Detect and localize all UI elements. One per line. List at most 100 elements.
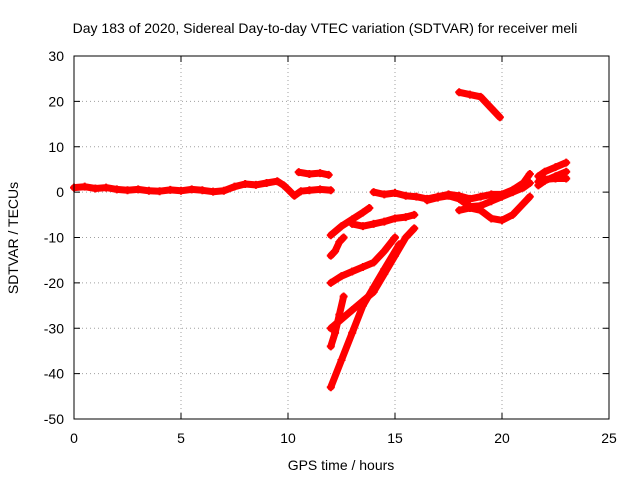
series-arc-late-3: [534, 174, 571, 186]
data-point: [316, 185, 325, 194]
series-arc-mid-afternoon: [423, 179, 534, 211]
data-point: [230, 182, 239, 191]
data-point: [498, 192, 506, 201]
series-layer: [70, 88, 571, 392]
data-point: [508, 188, 517, 197]
data-point: [498, 216, 506, 225]
data-point: [337, 356, 346, 365]
data-point: [187, 185, 196, 194]
data-point: [339, 233, 348, 242]
tick-layer: 0 5 10 15 20 25 -50 -40 -30 -20 -10 0 10 20 30: [44, 48, 617, 446]
y-tick-label: 10: [48, 139, 64, 155]
y-tick-label: -30: [44, 320, 64, 336]
data-point: [326, 251, 335, 260]
data-point: [391, 233, 399, 242]
data-point: [219, 186, 228, 195]
y-tick-label: -50: [44, 411, 64, 427]
series-arc-late-2: [534, 158, 571, 181]
data-point: [562, 174, 571, 183]
data-point: [337, 272, 346, 281]
chart-title: Day 183 of 2020, Sidereal Day-to-day VTE…: [73, 20, 578, 36]
data-point: [279, 181, 288, 190]
data-point: [348, 219, 357, 228]
data-point: [294, 168, 303, 177]
series-arc-above-11h: [294, 168, 333, 179]
data-point: [102, 183, 111, 192]
data-point: [487, 197, 496, 206]
data-point: [348, 306, 357, 315]
data-point: [369, 188, 378, 197]
data-point: [123, 186, 132, 195]
data-point: [465, 204, 474, 213]
data-point: [335, 310, 344, 319]
series-arc-drop-6: [326, 240, 404, 392]
data-point: [326, 342, 335, 351]
series-trace: [327, 293, 348, 350]
series-arc-high: [455, 88, 504, 122]
x-tick-label: 15: [387, 430, 403, 446]
data-point: [166, 185, 175, 194]
data-point: [423, 196, 432, 205]
data-point: [551, 163, 560, 172]
data-point: [455, 88, 464, 97]
data-point: [455, 206, 464, 215]
data-point: [324, 170, 333, 179]
series-trace: [327, 234, 348, 260]
data-point: [562, 158, 571, 167]
data-point: [433, 193, 442, 202]
data-point: [331, 247, 340, 256]
data-point: [380, 217, 389, 226]
y-tick-label: -20: [44, 275, 64, 291]
data-point: [487, 190, 496, 199]
y-tick-label: 20: [48, 93, 64, 109]
data-point: [326, 186, 335, 195]
data-point: [551, 174, 560, 183]
series-arc-late-dip: [455, 192, 534, 225]
data-point: [296, 187, 305, 196]
data-point: [410, 210, 419, 219]
series-arc-drop-2: [326, 233, 348, 260]
y-axis-label: SDTVAR / TECUs: [5, 182, 21, 294]
data-point: [525, 192, 534, 201]
data-point: [401, 191, 410, 200]
data-point: [305, 186, 314, 195]
series-arc-drop-3: [326, 233, 399, 287]
series-trace: [534, 159, 570, 180]
x-tick-label: 0: [70, 430, 78, 446]
data-point: [369, 219, 378, 228]
data-point: [316, 169, 325, 178]
data-point: [326, 383, 335, 392]
data-point: [198, 186, 207, 195]
data-point: [380, 190, 389, 199]
data-point: [465, 194, 474, 203]
y-tick-label: 0: [56, 184, 64, 200]
data-point: [91, 184, 100, 193]
data-point: [305, 169, 314, 178]
data-point: [508, 210, 517, 219]
y-tick-label: -40: [44, 366, 64, 382]
data-point: [410, 224, 419, 233]
data-point: [412, 192, 421, 201]
data-point: [251, 180, 260, 189]
data-point: [540, 175, 549, 184]
series-trace: [534, 175, 570, 186]
x-tick-label: 10: [280, 430, 296, 446]
data-point: [476, 92, 485, 101]
data-point: [444, 191, 453, 200]
data-point: [562, 167, 571, 176]
data-point: [525, 169, 534, 178]
data-point: [380, 265, 389, 274]
data-point: [290, 191, 299, 200]
data-point: [326, 278, 335, 287]
data-point: [380, 247, 389, 256]
data-point: [134, 185, 143, 194]
data-point: [331, 328, 340, 337]
series-trace: [295, 168, 333, 179]
data-point: [465, 90, 474, 99]
data-point: [144, 186, 153, 195]
data-point: [335, 238, 344, 247]
data-point: [358, 262, 367, 271]
data-point: [284, 185, 292, 194]
data-point: [209, 187, 218, 196]
